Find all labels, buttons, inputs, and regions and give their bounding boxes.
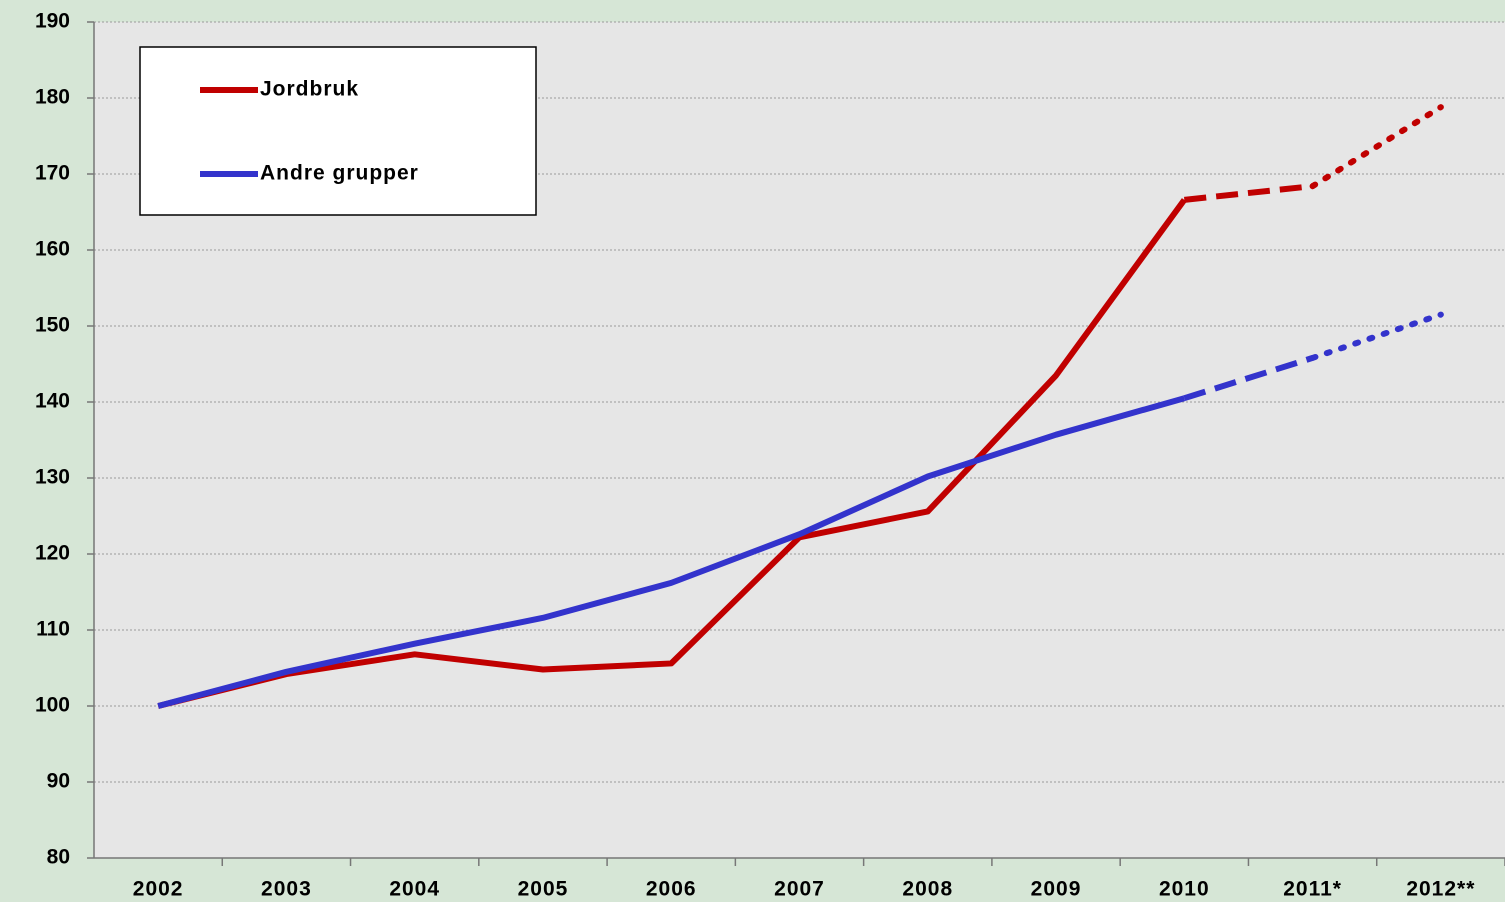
y-tick-label: 90 [47,770,70,793]
y-tick-label: 110 [36,618,70,641]
y-tick-label: 130 [35,466,70,489]
x-tick-label: 2010 [1159,878,1210,901]
series-line [1184,183,1313,203]
y-tick-label: 180 [35,86,70,109]
x-tick-label: 2005 [518,878,569,901]
x-tick-label: 2006 [646,878,697,901]
series-line [1309,104,1444,190]
x-tick-label: 2011* [1283,878,1342,901]
y-tick-label: 100 [35,694,70,717]
y-tick-label: 150 [35,314,70,337]
y-tick-label: 190 [35,10,70,33]
x-tick-label: 2004 [389,878,440,901]
series-line [157,395,1186,709]
x-tick-label: 2002 [133,878,184,901]
y-tick-label: 160 [35,238,70,261]
x-tick-label: 2007 [774,878,825,901]
x-tick-label: 2008 [902,878,953,901]
y-tick-label: 80 [47,846,70,869]
x-tick-label: 2012** [1406,878,1475,901]
y-tick-label: 170 [35,162,70,185]
legend-label: Andre grupper [260,162,419,185]
series-line [1183,355,1314,402]
y-tick-label: 140 [35,390,70,413]
legend-box [139,46,537,216]
x-tick-label: 2009 [1031,878,1082,901]
legend-label: Jordbruk [260,78,359,101]
x-tick-label: 2003 [261,878,312,901]
y-tick-label: 120 [35,542,70,565]
series-line [157,198,1187,709]
